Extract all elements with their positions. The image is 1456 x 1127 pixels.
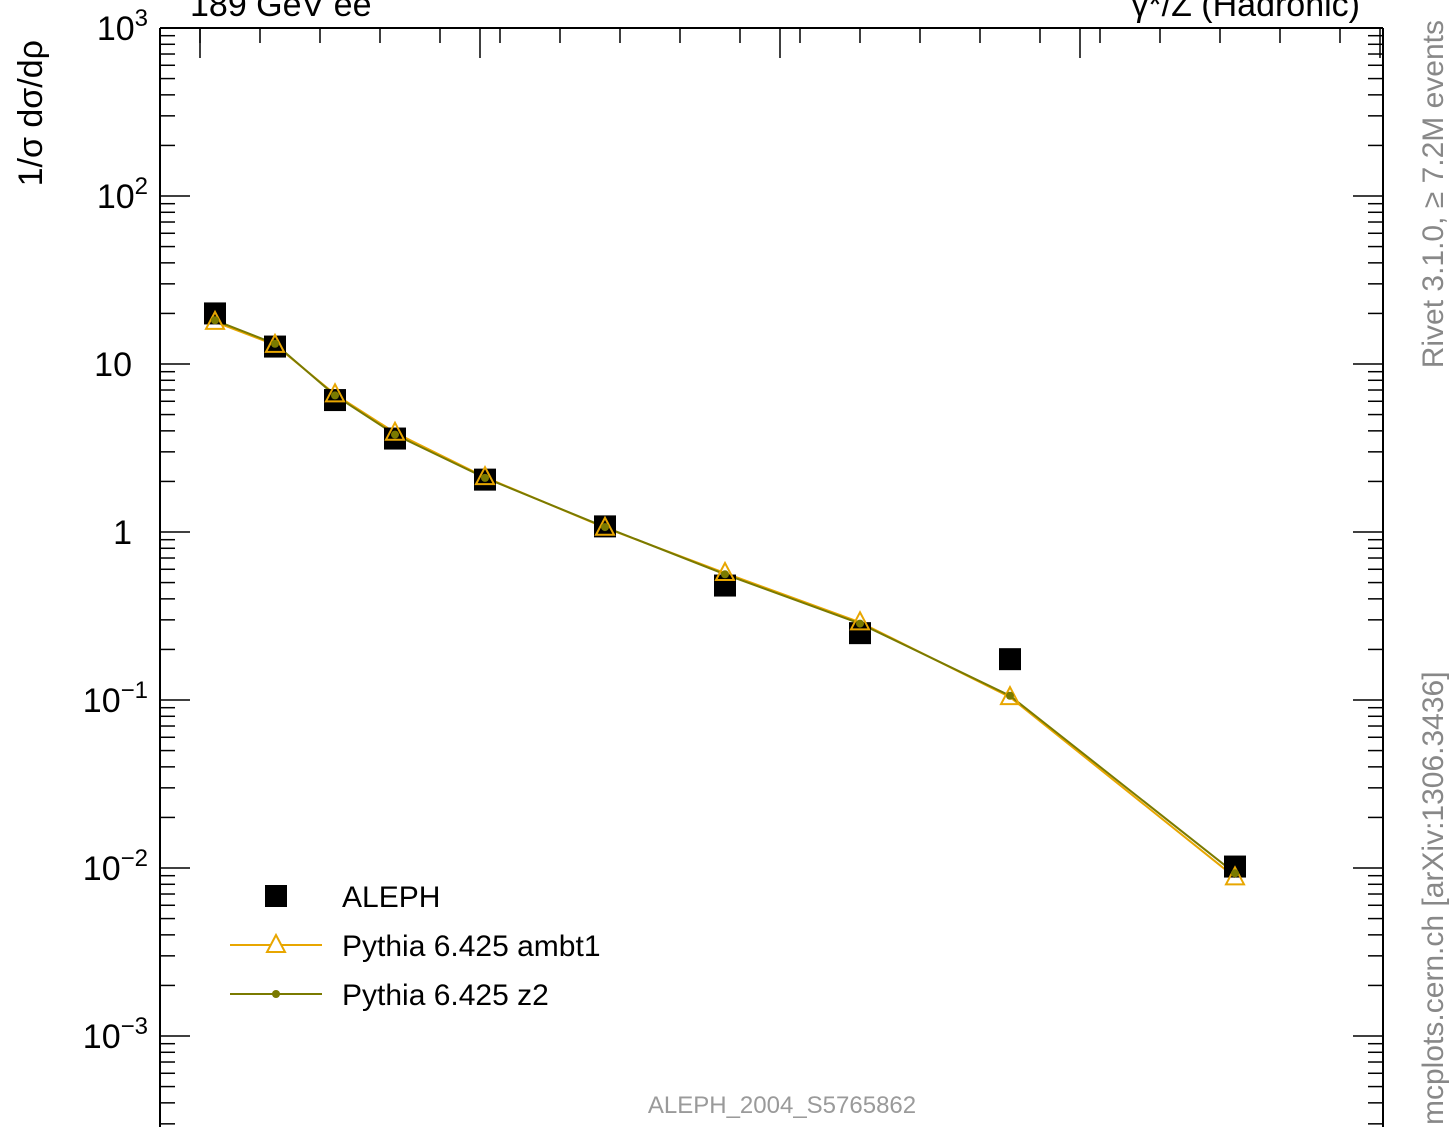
y-tick-label: 102: [97, 173, 148, 216]
y-tick-label: 1: [113, 514, 132, 552]
aleph-data-point: [999, 648, 1021, 671]
legend-marker-aleph: [265, 885, 287, 907]
z2-point: [481, 473, 489, 482]
z2-point: [391, 430, 399, 439]
legend-marker-ambt1: [265, 932, 287, 953]
y-tick-label: 10−2: [83, 845, 148, 888]
z2-point: [601, 523, 609, 532]
right-title: γ*/Z (Hadronic): [1131, 0, 1360, 24]
legend: ALEPH Pythia 6.425 ambt1 Pythia 6.425 z2: [230, 881, 601, 1012]
ambt1-point: [999, 685, 1021, 706]
y-axis-label: 1/σ dσ/dρ: [12, 40, 50, 186]
series: [204, 302, 1246, 886]
ambt1-point: [204, 309, 226, 330]
z2-point: [211, 316, 219, 325]
ambt1-point: [849, 610, 871, 631]
series-line-z2: [214, 319, 1236, 875]
z2-point: [1231, 869, 1239, 878]
plot-frame: [159, 27, 1384, 1127]
ambt1-point: [264, 332, 286, 353]
ambt1-point: [474, 465, 496, 486]
ambt1-point: [384, 420, 406, 441]
mcplots-label: mcplots.cern.ch [arXiv:1306.3436]: [1417, 671, 1450, 1125]
z2-point: [1006, 691, 1014, 700]
z2-point: [271, 339, 279, 348]
z2-point: [331, 391, 339, 400]
z2-point: [856, 619, 864, 628]
y-tick-label: 10: [94, 346, 132, 384]
analysis-id-label: ALEPH_2004_S5765862: [648, 1092, 916, 1119]
legend-label: Pythia 6.425 z2: [342, 979, 549, 1012]
z2-point: [721, 570, 729, 579]
legend-marker-z2: [272, 990, 280, 998]
ambt1-point: [594, 515, 616, 536]
legend-label: ALEPH: [342, 881, 440, 914]
series-line-ambt1: [214, 320, 1236, 879]
legend-label: Pythia 6.425 ambt1: [342, 930, 601, 963]
y-tick-label: 103: [97, 5, 148, 48]
left-title: 189 GeV ee: [190, 0, 371, 24]
y-tick-label: 10−3: [83, 1013, 148, 1056]
ambt1-point: [324, 382, 346, 403]
ambt1-point: [714, 560, 736, 582]
axis-ticks: [160, 27, 1383, 1125]
y-tick-label: 10−1: [83, 677, 148, 720]
ambt1-point: [1224, 865, 1246, 886]
rivet-version-label: Rivet 3.1.0, ≥ 7.2M events: [1417, 20, 1450, 368]
aleph-data-point: [849, 622, 871, 645]
